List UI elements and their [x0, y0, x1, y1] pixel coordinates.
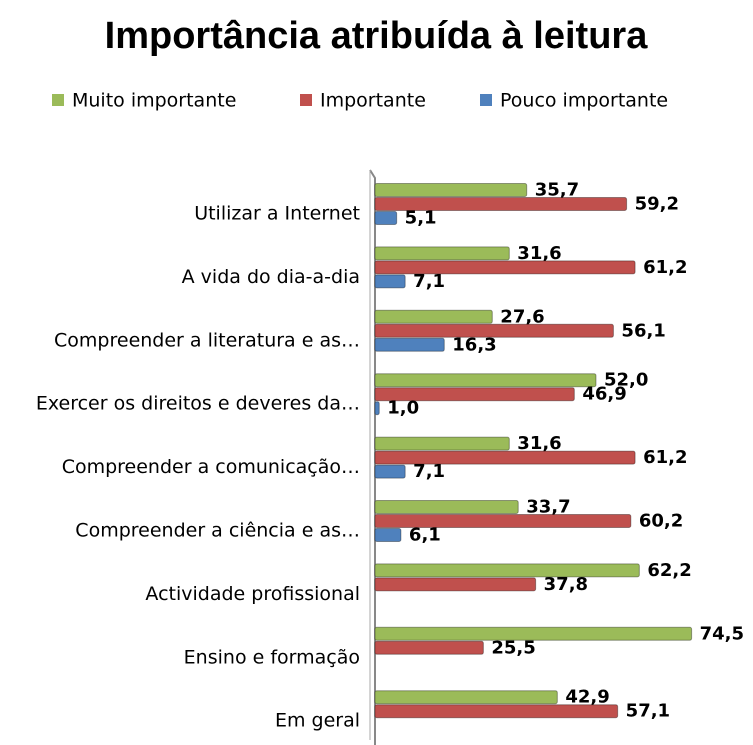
value-label: 31,6 [517, 433, 561, 454]
bar [374, 260, 636, 275]
value-label: 52,0 [604, 370, 648, 391]
bar [374, 309, 493, 324]
value-label: 37,8 [544, 574, 588, 595]
value-label: 59,2 [635, 194, 679, 215]
value-label: 31,6 [517, 243, 561, 264]
bar [374, 528, 402, 542]
bar [374, 401, 380, 416]
bar [374, 577, 537, 592]
bar [374, 436, 510, 451]
legend-label: Pouco importante [500, 90, 668, 112]
legend-swatch [300, 94, 312, 106]
value-label: 5,1 [405, 208, 437, 229]
bar [374, 337, 445, 352]
bar [374, 183, 528, 197]
value-label: 61,2 [643, 257, 687, 278]
value-label: 7,1 [413, 461, 445, 482]
axis-wall [369, 169, 376, 745]
value-label: 33,7 [526, 497, 570, 518]
value-label: 57,1 [626, 701, 670, 722]
legend-label: Muito importante [72, 90, 236, 112]
value-label: 62,2 [647, 560, 691, 581]
category-label: Utilizar a Internet [194, 203, 360, 225]
value-label: 46,9 [582, 384, 626, 405]
bar [374, 690, 558, 705]
bar [374, 563, 640, 578]
legend-swatch [480, 94, 492, 106]
bar [374, 246, 510, 261]
bar [374, 211, 398, 225]
bar [374, 626, 693, 641]
category-label: Compreender a literatura e as… [54, 329, 360, 351]
category-label: Ensino e formação [184, 646, 360, 668]
category-label: Em geral [275, 710, 360, 732]
bar [374, 323, 614, 338]
bar [374, 500, 519, 514]
value-label: 6,1 [409, 525, 441, 546]
category-label: Compreender a comunicação… [62, 456, 360, 478]
value-label: 7,1 [413, 271, 445, 292]
value-label: 61,2 [643, 447, 687, 468]
category-label: Actividade profissional [145, 583, 360, 605]
legend-label: Importante [320, 90, 426, 112]
legend-swatch [52, 94, 64, 106]
value-label: 60,2 [639, 511, 683, 532]
bar [374, 640, 484, 655]
value-label: 35,7 [535, 180, 579, 201]
bar [374, 373, 597, 388]
value-label: 1,0 [387, 398, 419, 419]
value-label: 27,6 [500, 306, 544, 327]
value-label: 16,3 [452, 334, 496, 355]
value-label: 42,9 [565, 687, 609, 708]
bar [374, 464, 406, 479]
value-label: 56,1 [621, 320, 665, 341]
value-label: 25,5 [491, 637, 535, 658]
category-label: A vida do dia-a-dia [182, 266, 360, 288]
chart-title: Importância atribuída à leitura [105, 15, 649, 57]
category-label: Exercer os direitos e deveres da… [36, 393, 360, 415]
bar [374, 387, 575, 402]
category-label: Compreender a ciência e as… [75, 520, 360, 542]
bar [374, 514, 632, 528]
bar [374, 197, 628, 211]
bar [374, 274, 406, 289]
bar [374, 450, 636, 465]
bar [374, 704, 619, 719]
value-label: 74,5 [700, 623, 744, 644]
